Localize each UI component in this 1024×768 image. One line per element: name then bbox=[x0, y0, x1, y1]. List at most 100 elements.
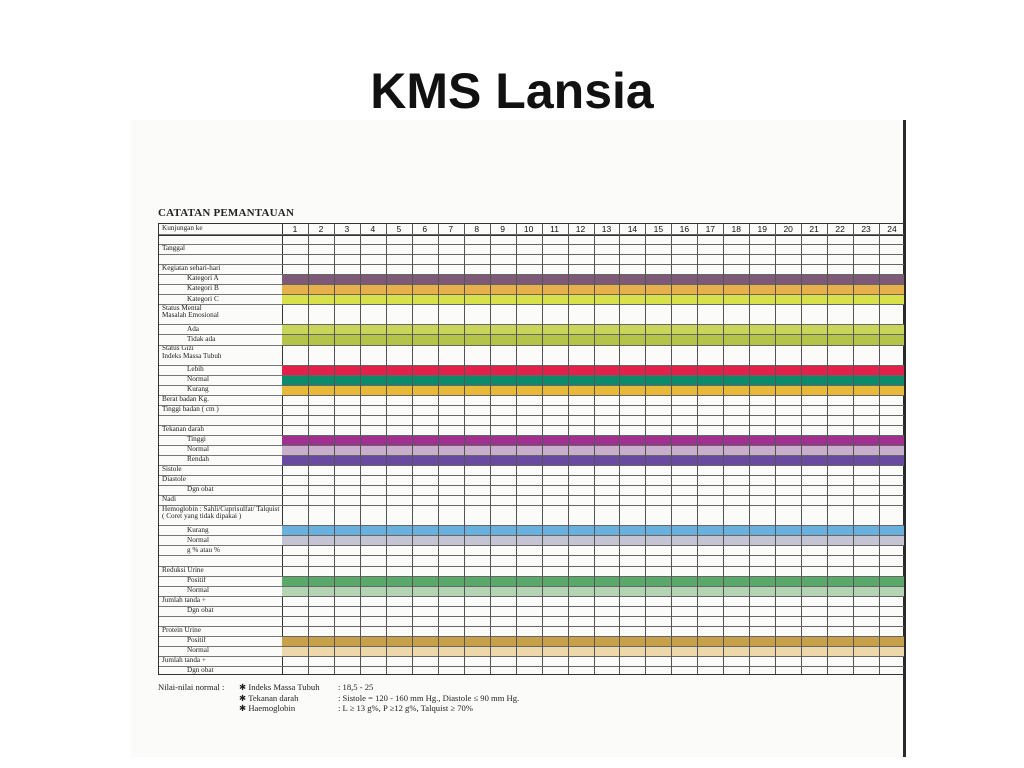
row-label: Nadi bbox=[162, 496, 176, 504]
color-band bbox=[282, 274, 904, 285]
row-line bbox=[282, 565, 904, 567]
row-line bbox=[282, 625, 904, 627]
row-line bbox=[282, 264, 904, 266]
label-separator bbox=[159, 404, 282, 406]
row-label: Tinggi badan ( cm ) bbox=[162, 406, 219, 414]
visit-number: 5 bbox=[396, 224, 402, 234]
label-separator bbox=[159, 234, 282, 236]
column-line bbox=[385, 224, 387, 674]
label-separator bbox=[159, 254, 282, 256]
label-separator bbox=[159, 465, 282, 467]
sheet-title: CATATAN PEMANTAUAN bbox=[158, 207, 295, 219]
color-band bbox=[282, 384, 904, 395]
label-separator bbox=[159, 585, 282, 587]
label-separator bbox=[159, 444, 282, 446]
row-line bbox=[282, 475, 904, 477]
row-label: Tanggal bbox=[162, 245, 186, 253]
row-label: Dgn obat bbox=[187, 606, 214, 614]
column-line bbox=[697, 224, 699, 674]
row-line bbox=[282, 505, 904, 507]
column-line bbox=[801, 224, 803, 674]
column-line bbox=[541, 224, 543, 674]
column-line bbox=[879, 224, 881, 674]
row-line bbox=[282, 585, 904, 587]
row-line bbox=[282, 244, 904, 246]
label-separator bbox=[159, 344, 282, 346]
row-label: Diastole bbox=[162, 476, 186, 484]
visit-number: 15 bbox=[653, 224, 664, 234]
row-line bbox=[282, 545, 904, 547]
normal-item-name: ✱ Tekanan darah bbox=[239, 692, 299, 703]
label-separator bbox=[159, 495, 282, 497]
row-label: Reduksi Urine bbox=[162, 566, 204, 574]
label-separator bbox=[159, 434, 282, 436]
label-separator bbox=[159, 655, 282, 657]
label-separator bbox=[159, 545, 282, 547]
label-separator bbox=[159, 284, 282, 286]
visit-number: 21 bbox=[809, 224, 819, 234]
row-label: g % atau % bbox=[187, 546, 220, 554]
row-line bbox=[282, 274, 904, 276]
column-line bbox=[853, 224, 855, 674]
label-separator bbox=[159, 455, 282, 457]
color-band bbox=[282, 374, 904, 385]
label-separator bbox=[159, 605, 282, 607]
row-line bbox=[282, 394, 904, 396]
color-band bbox=[282, 575, 904, 586]
row-line bbox=[282, 485, 904, 487]
slide-title: KMS Lansia bbox=[370, 63, 654, 119]
label-separator bbox=[159, 475, 282, 477]
row-label: Kategori C bbox=[187, 295, 219, 303]
row-label: Lebih bbox=[187, 365, 204, 373]
label-separator bbox=[159, 635, 282, 637]
row-line bbox=[282, 635, 904, 637]
header-rule bbox=[159, 235, 904, 236]
row-label: Status Gizi Indeks Massa Tubuh bbox=[162, 345, 222, 360]
row-line bbox=[282, 495, 904, 497]
normal-item-name: ✱ Haemoglobin bbox=[239, 703, 296, 713]
color-band bbox=[282, 525, 904, 536]
visit-number: 16 bbox=[679, 224, 690, 234]
row-label: Ada bbox=[187, 325, 199, 333]
label-separator bbox=[159, 304, 282, 306]
row-line bbox=[282, 404, 904, 406]
row-line bbox=[282, 344, 904, 346]
visit-number: 13 bbox=[601, 224, 612, 234]
label-separator bbox=[159, 374, 282, 376]
row-line bbox=[282, 324, 904, 326]
column-line bbox=[775, 224, 777, 674]
row-line bbox=[282, 444, 904, 446]
row-line bbox=[282, 575, 904, 577]
row-label: Tinggi bbox=[187, 436, 206, 444]
row-label: Kategori A bbox=[187, 275, 219, 283]
color-band bbox=[282, 434, 904, 445]
row-label: Tidak ada bbox=[187, 335, 216, 343]
visit-number: 22 bbox=[835, 224, 845, 234]
row-line bbox=[282, 254, 904, 256]
label-separator bbox=[159, 424, 282, 426]
row-line bbox=[282, 434, 904, 436]
color-band bbox=[282, 444, 904, 455]
visit-number: 17 bbox=[705, 224, 716, 234]
row-label: Status Mental Masalah Emosional bbox=[162, 304, 219, 320]
label-separator bbox=[159, 264, 282, 266]
visit-number: 23 bbox=[861, 224, 871, 234]
visit-number: 11 bbox=[550, 224, 559, 234]
row-line bbox=[282, 665, 904, 667]
row-line bbox=[282, 284, 904, 286]
row-label: Positif bbox=[187, 576, 206, 584]
visit-number: 6 bbox=[422, 224, 428, 234]
color-band bbox=[282, 645, 904, 656]
row-line bbox=[282, 364, 904, 366]
column-line bbox=[567, 224, 569, 674]
column-line bbox=[411, 224, 413, 674]
row-label: Berat badan Kg. bbox=[162, 395, 209, 403]
row-label: Dgn obat bbox=[187, 667, 214, 675]
visit-number: 12 bbox=[575, 224, 586, 234]
row-line bbox=[282, 414, 904, 416]
label-separator bbox=[159, 384, 282, 386]
column-line bbox=[359, 224, 361, 674]
color-band bbox=[282, 364, 904, 375]
column-line bbox=[723, 224, 725, 674]
column-line bbox=[437, 224, 439, 674]
